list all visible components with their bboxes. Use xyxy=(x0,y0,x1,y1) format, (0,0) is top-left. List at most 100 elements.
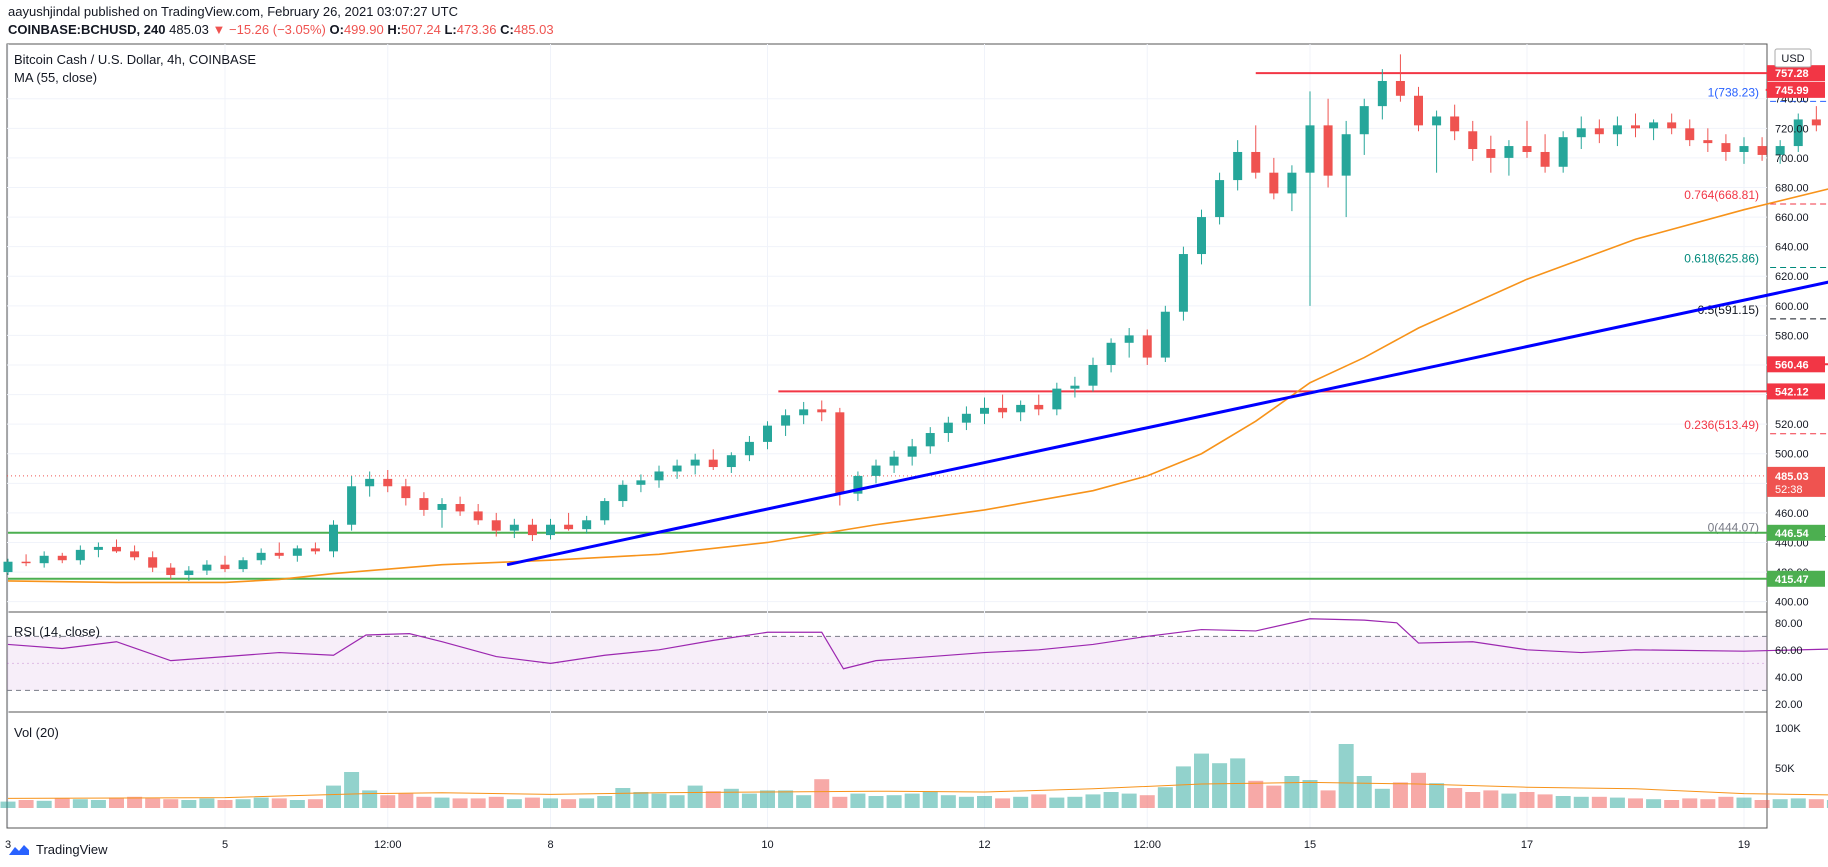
time-tick-label: 12:00 xyxy=(1133,839,1161,851)
volume-bar xyxy=(470,798,486,808)
candle-body xyxy=(1721,143,1731,152)
volume-bar xyxy=(1392,782,1408,808)
volume-tick-label: 100K xyxy=(1775,723,1801,735)
horizontal-levels[interactable] xyxy=(7,72,1828,580)
axes: 740.00720.00700.00680.00660.00640.00620.… xyxy=(5,94,1809,851)
volume-bar xyxy=(1591,796,1607,808)
trendline[interactable] xyxy=(506,210,1828,567)
candle-body xyxy=(1088,364,1098,386)
candle-body xyxy=(509,524,519,531)
volume-bar xyxy=(1121,793,1137,808)
fib-level-label: 0.764(668.81) xyxy=(1684,188,1759,202)
candle-body xyxy=(564,524,574,530)
last-price-countdown: 52:38 xyxy=(1775,484,1803,496)
close-value: 485.03 xyxy=(513,22,554,37)
candle-body xyxy=(618,484,628,502)
price-tick-label: 500.00 xyxy=(1775,449,1809,461)
volume-bar xyxy=(1248,780,1264,808)
candle-body xyxy=(1811,119,1821,126)
open-value: 499.90 xyxy=(343,22,384,37)
price-change: −15.26 (−3.05%) xyxy=(229,22,326,37)
volume-bar xyxy=(1411,772,1426,808)
rsi-pane xyxy=(7,618,1828,691)
open-label: O: xyxy=(329,22,344,37)
volume-bar xyxy=(1682,798,1698,808)
volume-bar xyxy=(1356,776,1372,808)
candle-body xyxy=(1522,146,1532,152)
volume-bar xyxy=(760,790,775,808)
volume-bar xyxy=(127,796,143,808)
volume-bar xyxy=(307,799,323,808)
currency-badge[interactable] xyxy=(1774,48,1812,68)
ma-55-line xyxy=(7,188,1828,584)
candle-body xyxy=(202,564,212,571)
candle-body xyxy=(636,480,646,485)
price-tick-label: 660.00 xyxy=(1775,212,1809,224)
legend-title: Bitcoin Cash / U.S. Dollar, 4h, COINBASE xyxy=(14,52,256,67)
price-tick-label: 680.00 xyxy=(1775,182,1809,194)
price-tick-label: 620.00 xyxy=(1775,271,1809,283)
volume-bar xyxy=(705,791,721,808)
candles xyxy=(3,54,1821,581)
volume-bar xyxy=(434,797,450,808)
volume-bar xyxy=(54,798,70,808)
candle-body xyxy=(744,441,754,456)
candle-body xyxy=(527,524,537,536)
volume-bar xyxy=(145,798,161,808)
candle-body xyxy=(654,471,664,481)
volume-bar xyxy=(886,795,902,808)
candle-body xyxy=(907,446,917,457)
candle-body xyxy=(1142,335,1152,358)
price-label-box xyxy=(1767,570,1825,587)
candle-body xyxy=(1468,131,1478,150)
price-label-text: 560.46 xyxy=(1775,359,1809,371)
legend-rsi: RSI (14, close) xyxy=(14,624,100,639)
candle-body xyxy=(310,548,320,552)
last-price: 485.03 xyxy=(169,22,209,37)
candle-body xyxy=(1178,254,1188,312)
volume-bar xyxy=(958,796,974,808)
volume-bar xyxy=(1664,800,1680,808)
candle-body xyxy=(853,475,863,494)
close-label: C: xyxy=(500,22,514,37)
volume-bar xyxy=(1465,792,1481,808)
candle-body xyxy=(1739,146,1749,152)
candle-body xyxy=(1558,137,1568,167)
volume-bar xyxy=(1266,785,1282,808)
volume-bar xyxy=(1085,794,1101,808)
volume-bar xyxy=(1320,790,1336,808)
volume-bar xyxy=(506,799,522,808)
candle-body xyxy=(365,478,375,487)
candle-body xyxy=(256,552,266,561)
volume-pane xyxy=(0,744,1828,808)
candle-body xyxy=(1757,146,1767,155)
legend-ma: MA (55, close) xyxy=(14,70,97,85)
candle-body xyxy=(1287,172,1297,194)
price-label-text: 757.28 xyxy=(1775,68,1809,80)
volume-bar xyxy=(181,800,197,808)
volume-bar xyxy=(687,785,703,808)
volume-bar xyxy=(416,796,432,808)
candle-body xyxy=(1323,125,1333,176)
volume-bar xyxy=(904,793,920,808)
price-label-box xyxy=(1767,524,1825,541)
candle-body xyxy=(1359,106,1369,135)
price-label-text: 446.54 xyxy=(1775,528,1810,540)
volume-bar xyxy=(0,801,16,808)
volume-bar xyxy=(253,797,269,808)
candle-body xyxy=(1667,122,1677,129)
volume-bar xyxy=(597,796,613,808)
volume-bar xyxy=(289,800,305,808)
price-tick-label: 600.00 xyxy=(1775,301,1809,313)
candle-body xyxy=(1197,217,1206,255)
candle-body xyxy=(1052,388,1062,410)
candle-body xyxy=(75,549,85,561)
volume-bar xyxy=(633,792,649,808)
volume-ma-line xyxy=(7,781,1828,799)
price-label-box xyxy=(1767,81,1825,98)
volume-bar xyxy=(1031,794,1047,808)
candle-body xyxy=(184,570,194,576)
ohlc-line: COINBASE:BCHUSD, 240 485.03 ▼ −15.26 (−3… xyxy=(8,22,554,37)
